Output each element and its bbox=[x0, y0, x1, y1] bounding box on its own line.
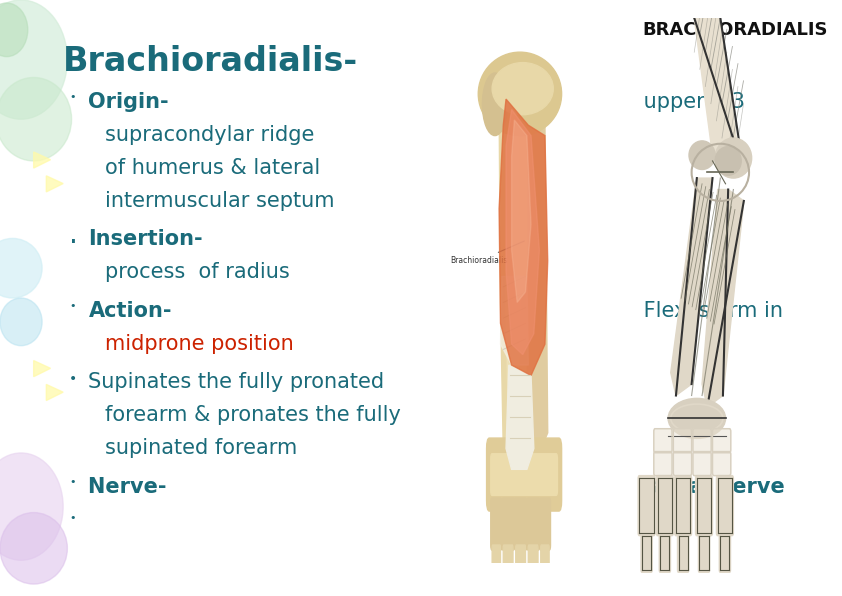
Ellipse shape bbox=[0, 298, 42, 346]
FancyBboxPatch shape bbox=[693, 429, 711, 453]
Text: process  of radius: process of radius bbox=[105, 262, 290, 283]
Text: Supinates the fully pronated: Supinates the fully pronated bbox=[88, 372, 385, 393]
FancyBboxPatch shape bbox=[693, 452, 711, 476]
Polygon shape bbox=[512, 120, 531, 303]
FancyBboxPatch shape bbox=[653, 452, 672, 476]
Text: supinated forearm: supinated forearm bbox=[105, 438, 297, 458]
Polygon shape bbox=[46, 384, 63, 401]
FancyBboxPatch shape bbox=[504, 545, 513, 566]
Text: Origin-: Origin- bbox=[88, 92, 169, 113]
FancyBboxPatch shape bbox=[540, 498, 551, 550]
FancyBboxPatch shape bbox=[653, 429, 672, 453]
Text: Brachioradialis: Brachioradialis bbox=[450, 241, 525, 265]
FancyBboxPatch shape bbox=[717, 476, 733, 536]
FancyBboxPatch shape bbox=[657, 476, 674, 536]
Polygon shape bbox=[46, 176, 63, 192]
FancyBboxPatch shape bbox=[719, 533, 731, 572]
Polygon shape bbox=[506, 110, 540, 355]
FancyBboxPatch shape bbox=[678, 533, 689, 572]
Text: Insertion-: Insertion- bbox=[88, 229, 203, 250]
Ellipse shape bbox=[0, 238, 42, 298]
Text: midprone position: midprone position bbox=[105, 334, 294, 354]
FancyBboxPatch shape bbox=[516, 545, 525, 566]
Polygon shape bbox=[500, 277, 528, 365]
Polygon shape bbox=[34, 152, 51, 168]
Ellipse shape bbox=[689, 141, 715, 169]
Polygon shape bbox=[506, 89, 520, 449]
Ellipse shape bbox=[669, 398, 726, 439]
FancyBboxPatch shape bbox=[674, 476, 691, 536]
FancyBboxPatch shape bbox=[541, 545, 549, 566]
Polygon shape bbox=[695, 18, 738, 155]
Text: BRACHIORADIALIS: BRACHIORADIALIS bbox=[642, 21, 828, 39]
FancyBboxPatch shape bbox=[698, 533, 710, 572]
Polygon shape bbox=[499, 99, 548, 375]
FancyBboxPatch shape bbox=[491, 498, 502, 550]
FancyBboxPatch shape bbox=[527, 498, 540, 550]
FancyBboxPatch shape bbox=[491, 454, 557, 495]
Text: Brachioradialis-: Brachioradialis- bbox=[63, 45, 359, 77]
Text: Action-: Action- bbox=[88, 301, 172, 321]
Text: •: • bbox=[69, 372, 77, 386]
Text: •: • bbox=[69, 513, 76, 523]
Text: Radial nerve: Radial nerve bbox=[637, 477, 784, 497]
Ellipse shape bbox=[0, 3, 28, 57]
FancyBboxPatch shape bbox=[674, 452, 691, 476]
Text: of humerus & lateral: of humerus & lateral bbox=[105, 158, 321, 178]
Text: forearm & pronates the fully: forearm & pronates the fully bbox=[105, 405, 401, 426]
Ellipse shape bbox=[0, 453, 63, 560]
Text: •: • bbox=[69, 477, 76, 487]
Polygon shape bbox=[527, 114, 548, 459]
Text: Nerve-: Nerve- bbox=[88, 477, 174, 497]
FancyBboxPatch shape bbox=[502, 498, 514, 550]
Ellipse shape bbox=[482, 73, 508, 135]
Ellipse shape bbox=[492, 63, 553, 114]
Text: intermuscular septum: intermuscular septum bbox=[105, 191, 335, 211]
FancyBboxPatch shape bbox=[638, 476, 655, 536]
Ellipse shape bbox=[0, 513, 67, 584]
FancyBboxPatch shape bbox=[514, 498, 527, 550]
Ellipse shape bbox=[0, 0, 67, 119]
Ellipse shape bbox=[715, 147, 741, 175]
Ellipse shape bbox=[478, 52, 562, 136]
Text: upper 2/3: upper 2/3 bbox=[637, 92, 744, 113]
FancyBboxPatch shape bbox=[712, 429, 731, 453]
FancyBboxPatch shape bbox=[659, 533, 670, 572]
Text: Flexes arm in: Flexes arm in bbox=[637, 301, 782, 321]
Text: supracondylar ridge: supracondylar ridge bbox=[105, 125, 315, 145]
FancyBboxPatch shape bbox=[695, 476, 712, 536]
Polygon shape bbox=[499, 78, 528, 470]
Polygon shape bbox=[702, 190, 743, 407]
FancyBboxPatch shape bbox=[641, 533, 653, 572]
FancyBboxPatch shape bbox=[493, 545, 500, 566]
FancyBboxPatch shape bbox=[712, 452, 731, 476]
Text: •: • bbox=[69, 301, 76, 311]
Ellipse shape bbox=[0, 77, 72, 161]
FancyBboxPatch shape bbox=[487, 438, 562, 511]
Ellipse shape bbox=[715, 138, 752, 178]
Polygon shape bbox=[671, 178, 712, 396]
FancyBboxPatch shape bbox=[674, 429, 691, 453]
Polygon shape bbox=[34, 361, 51, 377]
Text: •: • bbox=[69, 92, 76, 103]
Text: ·: · bbox=[69, 229, 78, 257]
FancyBboxPatch shape bbox=[528, 545, 538, 566]
Polygon shape bbox=[506, 365, 534, 470]
